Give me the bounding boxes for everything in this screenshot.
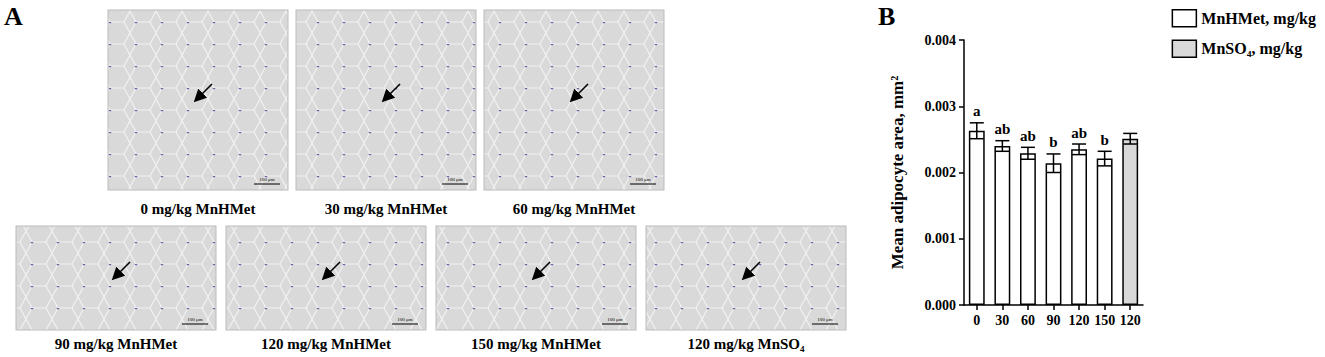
svg-text:100 μm: 100 μm — [635, 177, 650, 182]
svg-text:100 μm: 100 μm — [817, 317, 832, 322]
svg-text:ab: ab — [1020, 128, 1036, 144]
svg-text:ab: ab — [994, 121, 1010, 137]
html-text:A: A — [4, 2, 23, 31]
svg-text:150: 150 — [1094, 313, 1115, 328]
svg-text:b: b — [1100, 132, 1108, 148]
svg-text:30 mg/kg MnHMet: 30 mg/kg MnHMet — [325, 201, 447, 217]
svg-text:100 μm: 100 μm — [397, 317, 412, 322]
svg-text:b: b — [1049, 134, 1057, 150]
svg-text:ab: ab — [1071, 125, 1087, 141]
svg-text:0: 0 — [973, 313, 980, 328]
svg-text:30: 30 — [995, 313, 1009, 328]
svg-text:120: 120 — [1120, 313, 1141, 328]
svg-text:0.001: 0.001 — [925, 231, 957, 246]
svg-text:60 mg/kg MnHMet: 60 mg/kg MnHMet — [513, 201, 635, 217]
svg-text:0.002: 0.002 — [925, 165, 957, 180]
svg-text:120 mg/kg MnHMet: 120 mg/kg MnHMet — [261, 336, 391, 352]
svg-text:0.003: 0.003 — [925, 99, 957, 114]
svg-text:100 μm: 100 μm — [607, 317, 622, 322]
svg-text:MnSO₄, mg/kg: MnSO₄, mg/kg — [1201, 40, 1302, 58]
svg-text:90 mg/kg MnHMet: 90 mg/kg MnHMet — [55, 336, 177, 352]
svg-text:90: 90 — [1047, 313, 1061, 328]
html-text:B: B — [878, 2, 896, 31]
svg-text:0 mg/kg MnHMet: 0 mg/kg MnHMet — [141, 201, 256, 217]
svg-text:150 mg/kg MnHMet: 150 mg/kg MnHMet — [471, 336, 601, 352]
svg-text:60: 60 — [1021, 313, 1035, 328]
svg-text:120 mg/kg MnSO₄: 120 mg/kg MnSO₄ — [687, 336, 805, 352]
svg-text:100 μm: 100 μm — [447, 177, 462, 182]
svg-text:a: a — [973, 103, 981, 119]
svg-text:0.004: 0.004 — [925, 33, 957, 48]
svg-text:Mean adipocyte area, mm²: Mean adipocyte area, mm² — [888, 76, 907, 270]
svg-text:0.000: 0.000 — [925, 298, 957, 313]
svg-text:MnHMet, mg/kg: MnHMet, mg/kg — [1201, 10, 1316, 28]
svg-text:100 μm: 100 μm — [187, 317, 202, 322]
svg-text:120: 120 — [1069, 313, 1090, 328]
svg-text:100 μm: 100 μm — [259, 177, 274, 182]
